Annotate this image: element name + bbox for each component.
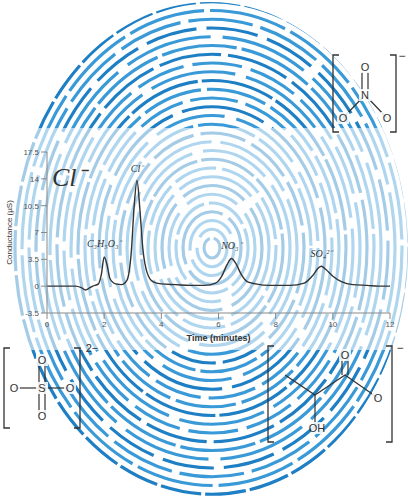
svg-text:O: O [66, 382, 75, 394]
svg-text:−: − [398, 49, 400, 63]
svg-text:N: N [361, 89, 369, 101]
svg-text:12: 12 [386, 320, 395, 329]
svg-text:10: 10 [328, 320, 337, 329]
svg-text:O: O [341, 349, 350, 361]
svg-text:SO₄²⁻: SO₄²⁻ [311, 248, 335, 259]
svg-text:14: 14 [30, 175, 39, 184]
svg-text:C₃H₅O₃⁻: C₃H₅O₃⁻ [87, 238, 124, 249]
svg-text:6: 6 [216, 320, 221, 329]
svg-text:4: 4 [159, 320, 164, 329]
svg-text:8: 8 [273, 320, 278, 329]
svg-text:Conductance (µS): Conductance (µS) [8, 200, 14, 265]
svg-text:3.5: 3.5 [28, 255, 40, 264]
svg-text:O: O [38, 410, 47, 422]
svg-text:O: O [38, 354, 47, 366]
svg-text:10.5: 10.5 [23, 202, 39, 211]
svg-text:S: S [38, 382, 45, 394]
svg-text:O: O [374, 392, 383, 404]
svg-text:OH: OH [309, 422, 326, 434]
svg-text:O: O [383, 112, 392, 124]
svg-text:7: 7 [35, 228, 40, 237]
svg-text:Cl⁻: Cl⁻ [131, 163, 145, 174]
svg-text:Time (minutes): Time (minutes) [187, 333, 251, 343]
svg-text:NO₃⁻: NO₃⁻ [220, 240, 243, 251]
svg-text:O: O [361, 61, 370, 73]
svg-text:0: 0 [45, 320, 50, 329]
svg-text:−: − [396, 341, 400, 355]
svg-text:17.5: 17.5 [23, 148, 39, 157]
svg-text:O: O [10, 382, 19, 394]
svg-text:-3.5: -3.5 [25, 309, 39, 318]
svg-text:0: 0 [35, 282, 40, 291]
svg-text:O: O [339, 112, 348, 124]
svg-text:2: 2 [102, 320, 107, 329]
html-text:Cl⁻: Cl⁻ [52, 163, 86, 192]
svg-text:2−: 2− [86, 342, 99, 354]
